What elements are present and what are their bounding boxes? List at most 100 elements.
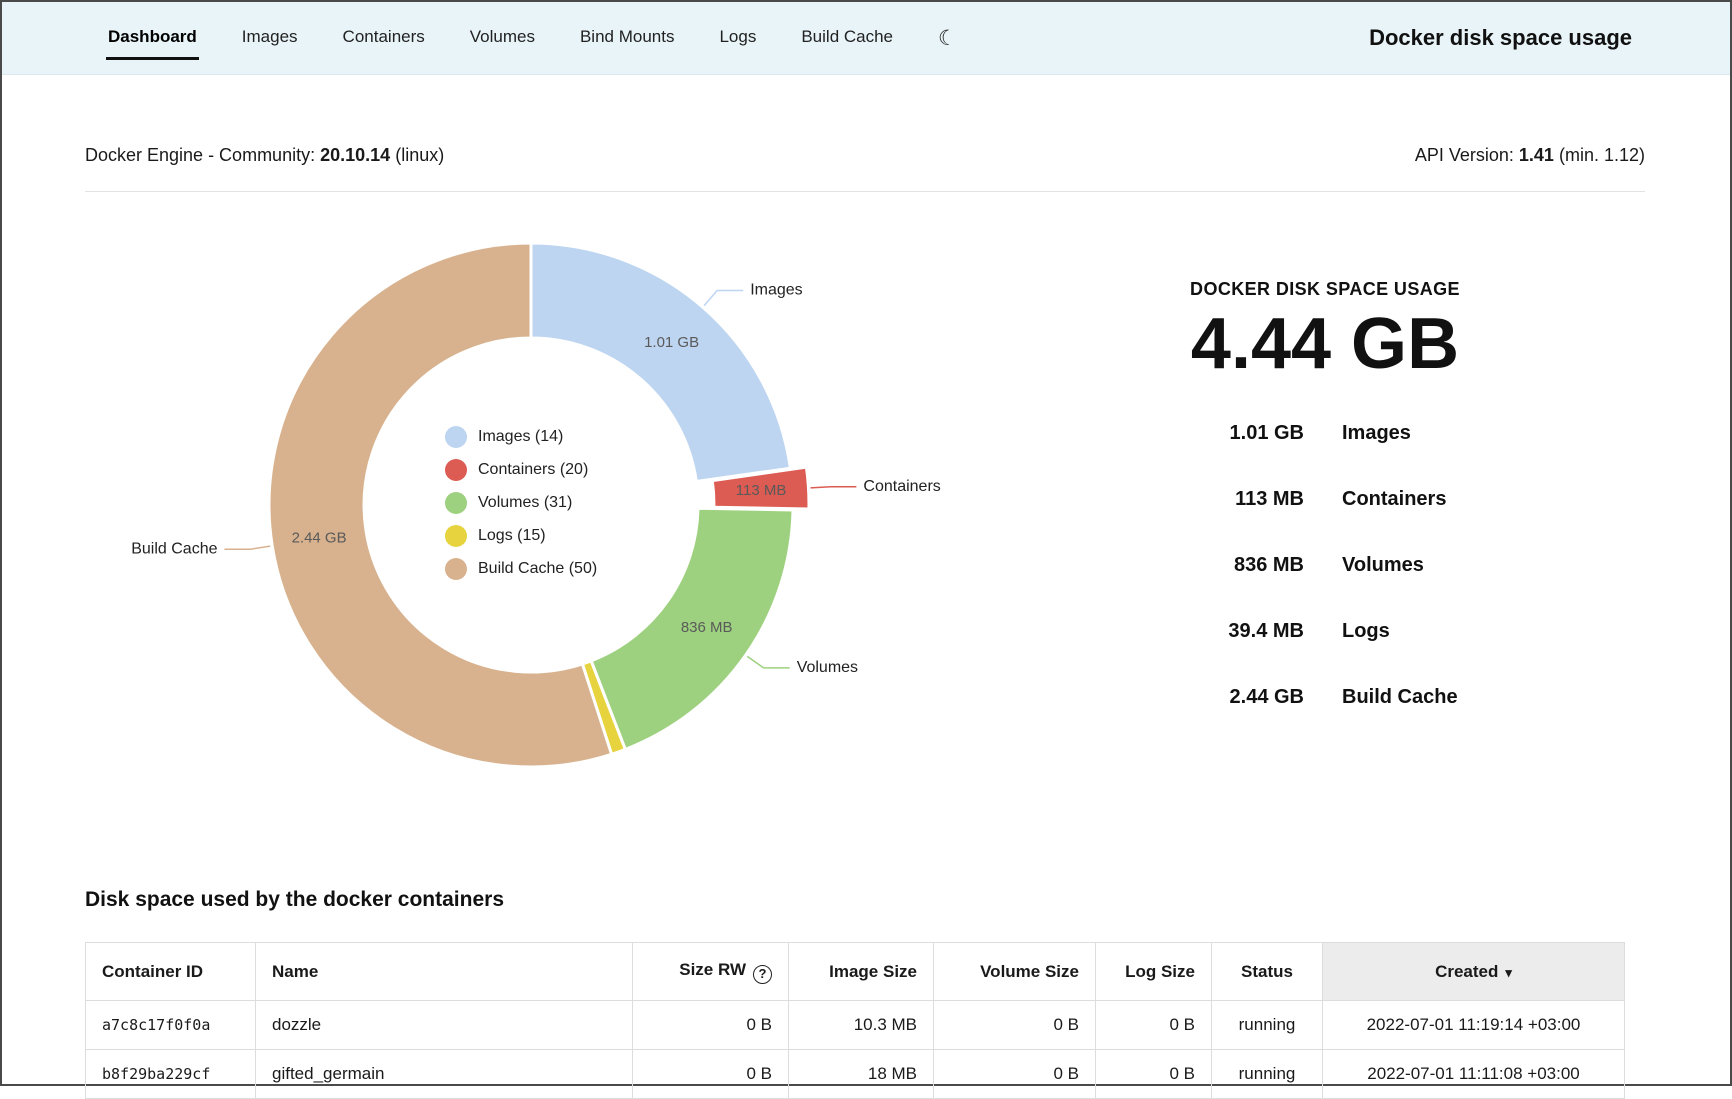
column-header-label: Volume Size <box>980 961 1079 981</box>
label-line <box>746 655 790 669</box>
engine-info-bar: Docker Engine - Community: 20.10.14 (lin… <box>85 142 1645 169</box>
segment-name-label: Containers <box>863 478 940 495</box>
tab-build-cache[interactable]: Build Cache <box>801 26 894 46</box>
column-header-label: Created <box>1435 961 1499 981</box>
api-version: 1.41 <box>1518 145 1554 165</box>
tab-bind-mounts[interactable]: Bind Mounts <box>579 26 675 46</box>
donut-segment-build-cache[interactable] <box>267 241 614 769</box>
cell-container_id: a7c8c17f0f0a <box>85 1000 256 1050</box>
legend-item-containers[interactable]: Containers (20) <box>445 453 597 486</box>
segment-size-label: 1.01 GB <box>644 334 699 351</box>
legend-item-images[interactable]: Images (14) <box>445 420 597 453</box>
summary-heading: DOCKER DISK SPACE USAGE <box>1190 279 1460 299</box>
label-line <box>810 485 857 489</box>
legend-item-logs[interactable]: Logs (15) <box>445 519 597 552</box>
column-header-volume_size[interactable]: Volume Size <box>933 942 1096 1001</box>
summary-row-containers: 113 MB Containers <box>1110 466 1540 532</box>
summary-label: Logs <box>1342 619 1390 642</box>
disk-usage-donut-chart: 1.01 GB Images 113 MB Containers 836 MB Volum… <box>42 227 962 787</box>
segment-name-label: Build Cache <box>131 540 217 557</box>
legend-label: Logs (15) <box>478 526 546 544</box>
tab-dashboard[interactable]: Dashboard <box>106 17 199 60</box>
summary-size: 39.4 MB <box>1228 619 1304 642</box>
column-header-label: Image Size <box>829 961 917 981</box>
legend-dot <box>445 557 467 580</box>
cell-name: gifted_germain <box>255 1049 633 1099</box>
legend-dot <box>445 425 467 448</box>
cell-container_id: b8f29ba229cf <box>85 1049 256 1099</box>
summary-label: Volumes <box>1342 553 1424 576</box>
summary-label: Images <box>1342 421 1411 444</box>
legend-label: Volumes (31) <box>478 493 573 511</box>
summary-label: Containers <box>1342 487 1447 510</box>
top-navigation: Dashboard Images Containers Volumes Bind… <box>2 2 1730 75</box>
tab-volumes[interactable]: Volumes <box>469 26 535 46</box>
summary-size: 2.44 GB <box>1229 685 1304 708</box>
legend-dot <box>445 491 467 514</box>
column-header-image_size[interactable]: Image Size <box>788 942 934 1001</box>
column-header-label: Container ID <box>102 961 204 981</box>
app-title: Docker disk space usage <box>1369 25 1632 50</box>
column-header-label: Status <box>1241 961 1293 981</box>
cell-volume_size: 0 B <box>933 1049 1096 1099</box>
sort-caret-icon: ▾ <box>1505 964 1512 980</box>
cell-status: running <box>1211 1049 1323 1099</box>
donut-chart-svg: 1.01 GB Images 113 MB Containers 836 MB Volum… <box>131 241 941 769</box>
engine-platform: (linux) <box>395 145 445 165</box>
legend-label: Build Cache (50) <box>478 559 598 577</box>
tab-logs[interactable]: Logs <box>719 26 757 46</box>
cell-size_rw: 0 B <box>632 1000 789 1050</box>
summary-row-volumes: 836 MB Volumes <box>1110 532 1540 598</box>
api-version-text: API Version: 1.41 (min. 1.12) <box>1415 142 1645 169</box>
segment-name-label: Volumes <box>797 659 858 676</box>
label-line <box>703 289 744 307</box>
api-label: API Version: <box>1414 145 1514 165</box>
moon-icon[interactable]: ☾ <box>938 26 957 50</box>
cell-created: 2022-07-01 11:11:08 +03:00 <box>1322 1049 1625 1099</box>
disk-usage-summary: DOCKER DISK SPACE USAGE 4.44 GB 1.01 GB I… <box>1110 267 1540 730</box>
column-header-size_rw[interactable]: Size RW? <box>632 942 789 1001</box>
table-heading: Disk space used by the docker containers <box>85 888 504 911</box>
donut-segment-images[interactable] <box>529 241 792 483</box>
column-header-label: Size RW <box>679 959 746 979</box>
total-disk-usage: 4.44 GB <box>1190 304 1460 384</box>
cell-created: 2022-07-01 11:19:14 +03:00 <box>1322 1000 1625 1050</box>
cell-size_rw: 0 B <box>632 1049 789 1099</box>
legend-dot <box>445 458 467 481</box>
summary-size: 836 MB <box>1233 553 1304 576</box>
segment-name-label: Images <box>750 282 802 299</box>
cell-image_size: 10.3 MB <box>788 1000 934 1050</box>
tab-containers[interactable]: Containers <box>342 26 425 46</box>
legend-item-volumes[interactable]: Volumes (31) <box>445 486 597 519</box>
summary-row-logs: 39.4 MB Logs <box>1110 598 1540 664</box>
cell-image_size: 18 MB <box>788 1049 934 1099</box>
help-icon[interactable]: ? <box>753 964 772 984</box>
column-header-status[interactable]: Status <box>1211 942 1323 1001</box>
section-divider <box>85 191 1645 192</box>
summary-size: 113 MB <box>1235 487 1304 510</box>
column-header-created[interactable]: Created ▾ <box>1322 942 1625 1001</box>
tab-images[interactable]: Images <box>241 26 298 46</box>
legend-label: Containers (20) <box>478 460 589 478</box>
segment-size-label: 836 MB <box>681 619 733 636</box>
column-header-log_size[interactable]: Log Size <box>1095 942 1212 1001</box>
segment-size-label: 113 MB <box>736 482 787 499</box>
column-header-name[interactable]: Name <box>255 942 633 1001</box>
column-header-label: Log Size <box>1125 961 1195 981</box>
table-header-row: Container ID Name Size RW? Image Size Volume… <box>85 942 1625 1001</box>
column-header-container_id[interactable]: Container ID <box>85 942 256 1001</box>
summary-rows: 1.01 GB Images 113 MB Containers 836 MB Volum… <box>1110 400 1540 730</box>
legend-dot <box>445 524 467 547</box>
cell-volume_size: 0 B <box>933 1000 1096 1050</box>
summary-row-images: 1.01 GB Images <box>1110 400 1540 466</box>
cell-name: dozzle <box>255 1000 633 1050</box>
legend-label: Images (14) <box>478 427 564 445</box>
cell-log_size: 0 B <box>1095 1049 1212 1099</box>
cell-log_size: 0 B <box>1095 1000 1212 1050</box>
engine-version: 20.10.14 <box>320 145 391 165</box>
legend-item-build-cache[interactable]: Build Cache (50) <box>445 552 597 585</box>
api-min: (min. 1.12) <box>1558 145 1645 165</box>
